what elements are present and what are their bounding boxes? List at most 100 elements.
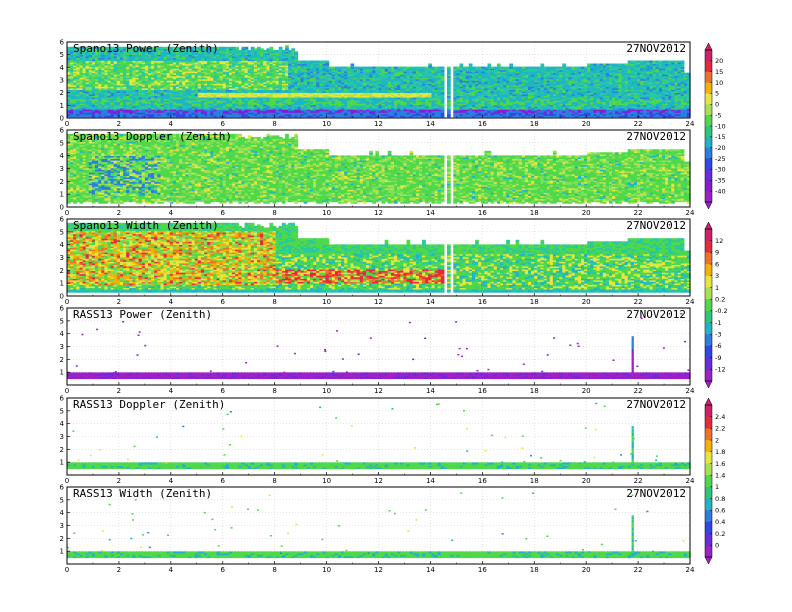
field-cell	[95, 92, 99, 95]
field-cell	[306, 93, 311, 96]
field-cell	[225, 103, 230, 106]
field-cell	[238, 90, 242, 93]
field-cell	[310, 97, 314, 100]
field-cell	[310, 110, 314, 113]
field-cell	[257, 81, 261, 84]
field-cell	[191, 57, 196, 60]
field-cell	[88, 98, 93, 101]
field-cell	[73, 74, 77, 77]
field-cell	[151, 98, 155, 101]
field-cell	[188, 66, 193, 69]
field-cell	[225, 57, 230, 60]
field-cell	[306, 100, 311, 103]
field-cell	[191, 90, 196, 93]
field-cell	[88, 60, 93, 63]
field-cell	[172, 104, 177, 107]
field-cell	[288, 49, 292, 52]
field-cell	[123, 98, 127, 101]
field-cell	[204, 106, 208, 109]
field-cell	[188, 103, 193, 106]
field-cell	[169, 103, 174, 106]
field-cell	[116, 49, 121, 52]
field-cell	[225, 72, 230, 75]
field-cell	[148, 46, 152, 49]
field-cell	[88, 49, 93, 52]
field-cell	[244, 100, 249, 103]
field-cell	[135, 68, 140, 71]
field-cell	[310, 115, 314, 118]
field-cell	[169, 72, 174, 75]
field-cell	[247, 78, 252, 81]
field-cell	[244, 95, 249, 98]
field-cell	[229, 109, 233, 112]
field-cell	[194, 60, 199, 63]
field-cell	[285, 83, 289, 86]
field-cell	[241, 51, 246, 54]
field-cell	[98, 78, 102, 81]
field-cell	[138, 104, 143, 107]
field-cell	[229, 59, 233, 62]
field-cell	[98, 63, 102, 66]
field-cell	[278, 69, 283, 72]
field-cell	[316, 93, 320, 96]
field-cell	[272, 59, 277, 62]
field-cell	[110, 81, 115, 84]
field-cell	[185, 89, 190, 92]
field-cell	[241, 109, 246, 112]
field-cell	[241, 65, 246, 68]
field-cell	[216, 72, 221, 75]
field-cell	[135, 75, 140, 78]
field-cell	[250, 90, 255, 93]
field-cell	[98, 92, 102, 95]
field-cell	[85, 48, 90, 51]
field-cell	[120, 112, 124, 115]
field-cell	[272, 69, 277, 72]
field-cell	[166, 93, 171, 96]
field-cell	[232, 81, 236, 84]
field-cell	[222, 97, 227, 100]
field-cell	[132, 103, 137, 106]
field-cell	[188, 62, 193, 65]
field-cell	[204, 74, 208, 77]
field-cell	[275, 81, 280, 84]
field-cell	[210, 71, 214, 74]
field-cell	[188, 100, 193, 103]
field-cell	[154, 100, 158, 103]
field-cell	[98, 113, 102, 116]
field-cell	[126, 101, 130, 104]
field-cell	[113, 89, 118, 92]
field-cell	[144, 84, 149, 87]
field-cell	[123, 83, 127, 86]
field-cell	[266, 62, 271, 65]
field-cell	[148, 90, 152, 93]
field-cell	[110, 80, 115, 83]
field-cell	[82, 109, 87, 112]
field-cell	[104, 75, 109, 78]
field-cell	[70, 97, 74, 100]
field-cell	[222, 93, 227, 96]
field-cell	[244, 115, 249, 118]
field-cell	[129, 49, 133, 52]
field-cell	[269, 101, 274, 104]
field-cell	[91, 90, 96, 93]
field-cell	[123, 55, 127, 58]
field-cell	[275, 98, 280, 101]
field-cell	[116, 107, 121, 110]
field-cell	[232, 84, 236, 87]
field-cell	[126, 66, 130, 69]
field-cell	[141, 62, 146, 65]
field-cell	[303, 101, 308, 104]
field-cell	[70, 66, 74, 69]
field-cell	[172, 98, 177, 101]
field-cell	[148, 115, 152, 118]
field-cell	[253, 66, 258, 69]
field-cell	[238, 106, 242, 109]
field-cell	[303, 95, 308, 98]
field-cell	[207, 62, 211, 65]
field-cell	[207, 86, 211, 89]
field-cell	[281, 49, 286, 52]
field-cell	[229, 78, 233, 81]
field-cell	[76, 107, 80, 110]
field-cell	[197, 106, 202, 109]
field-cell	[260, 113, 264, 116]
